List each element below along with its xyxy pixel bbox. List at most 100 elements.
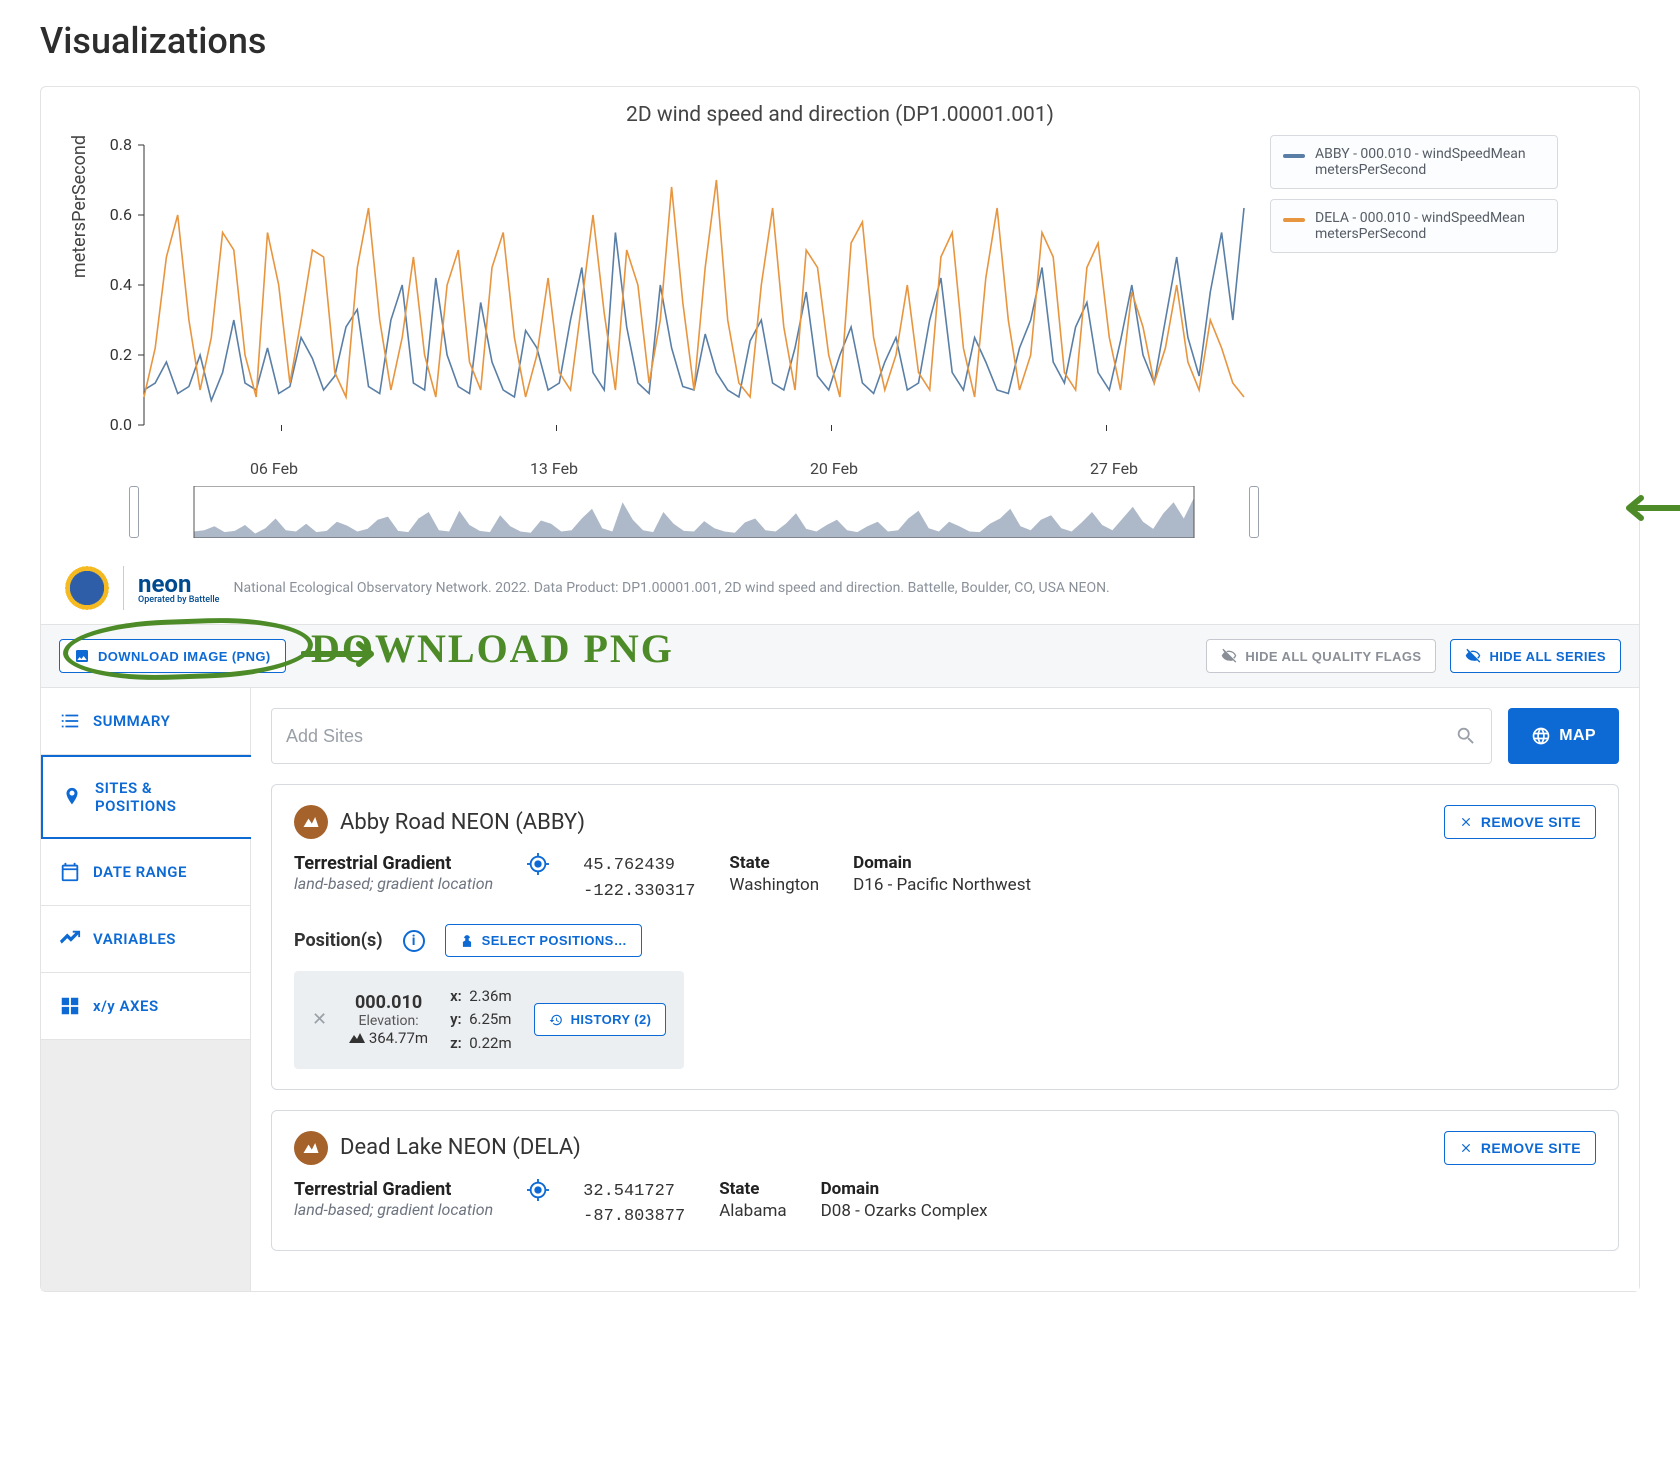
legend-label: DELA - 000.010 - windSpeedMean metersPer… [1315, 210, 1545, 242]
site-type-sub: land-based; gradient location [294, 874, 493, 893]
elevation-label: Elevation: [349, 1013, 428, 1029]
visualization-panel: 2D wind speed and direction (DP1.00001.0… [40, 86, 1640, 1292]
history-button[interactable]: HISTORY (2) [534, 1003, 667, 1036]
eye-off-icon [1465, 648, 1481, 664]
tab-label: DATE RANGE [93, 863, 232, 881]
svg-text:0.2: 0.2 [110, 345, 132, 364]
y-axis-label: metersPerSecond [65, 135, 94, 318]
scrollbar-handle-left[interactable] [129, 486, 139, 538]
eye-off-icon [1221, 648, 1237, 664]
domain-value: D16 - Pacific Northwest [853, 875, 1031, 895]
domain-label: Domain [821, 1179, 988, 1199]
legend-item-dela[interactable]: DELA - 000.010 - windSpeedMean metersPer… [1270, 199, 1558, 253]
chart-attribution: neon Operated by Battelle National Ecolo… [41, 558, 1639, 624]
svg-text:0.0: 0.0 [110, 415, 132, 434]
site-name: Abby Road NEON (ABBY) [340, 810, 1432, 835]
chart-toolbar: DOWNLOAD IMAGE (PNG) DOWNLOAD PNG HIDE A… [41, 624, 1639, 687]
position-id: 000.010 [349, 992, 428, 1013]
info-icon[interactable]: i [403, 930, 425, 952]
domain-label: Domain [853, 853, 1031, 873]
site-type-icon [294, 805, 328, 839]
close-icon [1459, 815, 1473, 829]
state-label: State [729, 853, 819, 873]
site-type: Terrestrial Gradient [294, 1179, 493, 1200]
image-icon [74, 648, 90, 664]
search-icon [1455, 725, 1477, 747]
svg-text:0.6: 0.6 [110, 205, 132, 224]
annotation-arrow-icon [1619, 493, 1680, 523]
x-tick-label: 06 Feb [250, 459, 298, 478]
site-card: Abby Road NEON (ABBY) REMOVE SITE Terres… [271, 784, 1619, 1090]
list-icon [59, 710, 81, 732]
touch-icon [460, 934, 474, 948]
neon-logo: neon Operated by Battelle [138, 572, 220, 605]
x-tick-label: 20 Feb [810, 459, 858, 478]
mountain-icon [349, 1033, 365, 1043]
x-tick-label: 27 Feb [1090, 459, 1138, 478]
search-input[interactable] [286, 726, 1455, 747]
annotation-arrow-icon [301, 639, 381, 669]
elevation-value: 364.77m [349, 1029, 428, 1047]
calendar-icon [59, 861, 81, 883]
select-positions-button[interactable]: SELECT POSITIONS… [445, 924, 642, 957]
chart-area: 2D wind speed and direction (DP1.00001.0… [41, 87, 1639, 558]
site-type-sub: land-based; gradient location [294, 1200, 493, 1219]
svg-text:0.8: 0.8 [110, 135, 132, 154]
coordinates: 45.762439-122.330317 [583, 853, 695, 904]
tab-summary[interactable]: SUMMARY [41, 688, 250, 755]
close-icon [1459, 1141, 1473, 1155]
pin-icon [61, 786, 83, 808]
map-button[interactable]: MAP [1508, 708, 1619, 764]
tab-axes[interactable]: x/y AXES [41, 973, 250, 1040]
time-scrollbar[interactable] [134, 486, 1254, 538]
add-sites-search[interactable] [271, 708, 1492, 764]
chart-legend: ABBY - 000.010 - windSpeedMean metersPer… [1270, 135, 1558, 263]
remove-position-icon[interactable]: ✕ [312, 1009, 327, 1030]
globe-icon [1531, 726, 1551, 746]
tab-sites[interactable]: SITES & POSITIONS [41, 755, 251, 839]
legend-swatch [1283, 218, 1305, 222]
crosshair-icon [527, 853, 549, 880]
history-icon [549, 1013, 563, 1027]
tab-label: SITES & POSITIONS [95, 779, 233, 815]
attribution-text: National Ecological Observatory Network.… [234, 580, 1110, 596]
state-label: State [719, 1179, 786, 1199]
download-png-button[interactable]: DOWNLOAD IMAGE (PNG) [59, 639, 286, 673]
domain-value: D08 - Ozarks Complex [821, 1201, 988, 1221]
legend-label: ABBY - 000.010 - windSpeedMean metersPer… [1315, 146, 1545, 178]
chart-plot[interactable]: 0.0 0.2 0.4 0.6 0.8 06 Feb 13 Feb 20 Feb 27 Feb [94, 135, 1254, 550]
nsf-logo-icon [65, 566, 109, 610]
x-tick-label: 13 Feb [530, 459, 578, 478]
chart-title: 2D wind speed and direction (DP1.00001.0… [65, 103, 1615, 127]
site-name: Dead Lake NEON (DELA) [340, 1135, 1432, 1160]
tab-label: x/y AXES [93, 997, 232, 1015]
tab-variables[interactable]: VARIABLES [41, 906, 250, 973]
site-type-icon [294, 1131, 328, 1165]
tab-daterange[interactable]: DATE RANGE [41, 839, 250, 906]
position-xyz: x: 2.36m y: 6.25m z: 0.22m [450, 985, 512, 1055]
position-chip: ✕ 000.010 Elevation: 364.77m x: 2.36m y:… [294, 971, 684, 1069]
page-title: Visualizations [40, 20, 1640, 62]
main-content: MAP Abby Road NEON (ABBY) REMOVE SITE Te… [251, 688, 1639, 1291]
svg-text:0.4: 0.4 [110, 275, 132, 294]
sidebar-tabs: SUMMARY SITES & POSITIONS DATE RANGE VARIAB… [41, 688, 251, 1291]
remove-site-button[interactable]: REMOVE SITE [1444, 805, 1596, 839]
hide-quality-flags-button[interactable]: HIDE ALL QUALITY FLAGS [1206, 639, 1436, 673]
state-value: Alabama [719, 1201, 786, 1221]
coordinates: 32.541727-87.803877 [583, 1179, 685, 1230]
tab-label: VARIABLES [93, 930, 232, 948]
hide-all-series-button[interactable]: HIDE ALL SERIES [1450, 639, 1621, 673]
annotation-download-label: DOWNLOAD PNG [311, 625, 674, 672]
positions-label: Position(s) [294, 930, 383, 951]
scrollbar-handle-right[interactable] [1249, 486, 1259, 538]
crosshair-icon [527, 1179, 549, 1206]
legend-swatch [1283, 154, 1305, 158]
site-type: Terrestrial Gradient [294, 853, 493, 874]
grid-icon [59, 995, 81, 1017]
state-value: Washington [729, 875, 819, 895]
site-card: Dead Lake NEON (DELA) REMOVE SITE Terres… [271, 1110, 1619, 1251]
tab-label: SUMMARY [93, 712, 232, 730]
remove-site-button[interactable]: REMOVE SITE [1444, 1131, 1596, 1165]
chart-icon [59, 928, 81, 950]
legend-item-abby[interactable]: ABBY - 000.010 - windSpeedMean metersPer… [1270, 135, 1558, 189]
